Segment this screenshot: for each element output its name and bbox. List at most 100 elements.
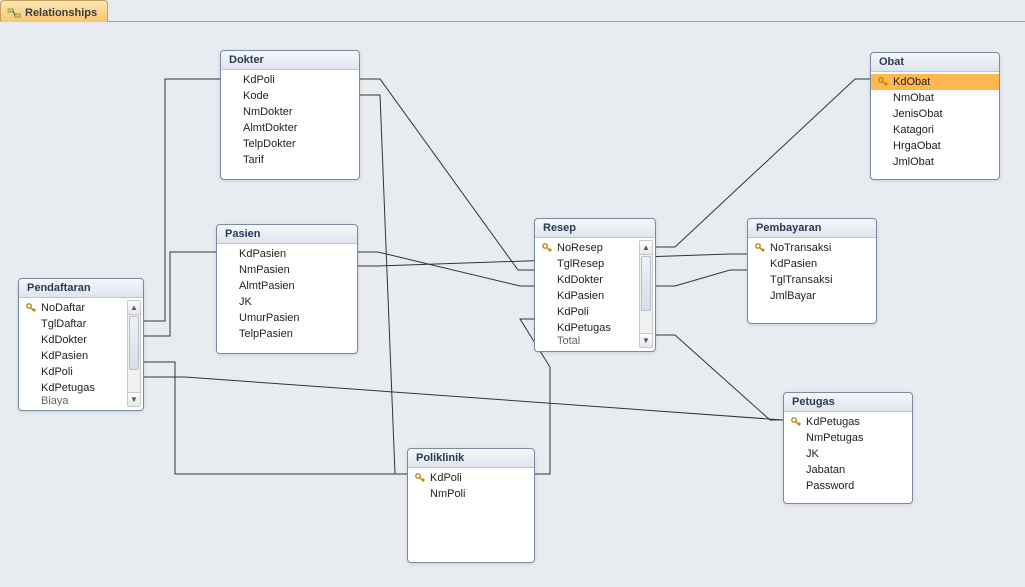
- field-row[interactable]: JK: [784, 446, 912, 462]
- field-row[interactable]: KdObat: [871, 74, 999, 90]
- field-row[interactable]: TelpPasien: [217, 326, 357, 342]
- field-row[interactable]: NmPetugas: [784, 430, 912, 446]
- field-row[interactable]: KdPasien: [748, 256, 876, 272]
- field-row[interactable]: NoDaftar: [19, 300, 143, 316]
- relationship-line[interactable]: [144, 252, 216, 336]
- field-row[interactable]: Tarif: [221, 152, 359, 168]
- field-row[interactable]: KdPoli: [535, 304, 655, 320]
- scrollbar[interactable]: ▲▼: [639, 240, 653, 348]
- scroll-up-button[interactable]: ▲: [128, 301, 140, 315]
- field-row[interactable]: Jabatan: [784, 462, 912, 478]
- scroll-down-button[interactable]: ▼: [128, 392, 140, 406]
- field-row[interactable]: KdPoli: [19, 364, 143, 380]
- field-row[interactable]: KdPetugas: [19, 380, 143, 396]
- field-label: KdPoli: [241, 74, 275, 86]
- table-title[interactable]: Poliklinik: [408, 449, 534, 468]
- field-row[interactable]: Kode: [221, 88, 359, 104]
- table-title[interactable]: Pasien: [217, 225, 357, 244]
- field-row[interactable]: TglDaftar: [19, 316, 143, 332]
- field-row[interactable]: JK: [217, 294, 357, 310]
- field-row[interactable]: NmObat: [871, 90, 999, 106]
- field-row[interactable]: KdPoli: [221, 72, 359, 88]
- field-label: KdPoli: [555, 306, 589, 318]
- table-title[interactable]: Obat: [871, 53, 999, 72]
- field-label: AlmtDokter: [241, 122, 297, 134]
- field-row[interactable]: NmDokter: [221, 104, 359, 120]
- table-title[interactable]: Dokter: [221, 51, 359, 70]
- table-body: KdObat NmObat JenisObat Katagori HrgaObat Jml…: [871, 72, 999, 178]
- scroll-down-button[interactable]: ▼: [640, 333, 652, 347]
- field-label: Katagori: [891, 124, 934, 136]
- field-row[interactable]: AlmtDokter: [221, 120, 359, 136]
- field-row[interactable]: Biaya: [19, 396, 143, 406]
- table-resep[interactable]: Resep NoResepTglResep KdDokter KdPasien KdPo…: [534, 218, 656, 352]
- table-title[interactable]: Resep: [535, 219, 655, 238]
- field-row[interactable]: TglResep: [535, 256, 655, 272]
- relationship-line[interactable]: [656, 270, 747, 286]
- field-row[interactable]: KdDokter: [535, 272, 655, 288]
- field-row[interactable]: TelpDokter: [221, 136, 359, 152]
- field-label: JmlObat: [891, 156, 934, 168]
- table-poliklinik[interactable]: Poliklinik KdPoli NmPoli: [407, 448, 535, 563]
- field-row[interactable]: Total: [535, 336, 655, 346]
- table-body: NoResepTglResep KdDokter KdPasien KdPoli KdP…: [535, 238, 655, 350]
- field-label: KdDokter: [555, 274, 603, 286]
- relationship-line[interactable]: [656, 335, 783, 420]
- field-label: JmlBayar: [768, 290, 816, 302]
- field-row[interactable]: Password: [784, 478, 912, 494]
- tab-relationships[interactable]: Relationships: [0, 0, 108, 22]
- field-row[interactable]: NmPoli: [408, 486, 534, 502]
- field-row[interactable]: KdPasien: [535, 288, 655, 304]
- scroll-up-button[interactable]: ▲: [640, 241, 652, 255]
- field-row[interactable]: JenisObat: [871, 106, 999, 122]
- field-label: KdPoli: [428, 472, 462, 484]
- relationship-line[interactable]: [144, 79, 220, 321]
- scroll-thumb[interactable]: [129, 316, 139, 370]
- primary-key-icon: [539, 242, 555, 254]
- table-obat[interactable]: Obat KdObat NmObat JenisObat Katagori HrgaOba…: [870, 52, 1000, 180]
- relationship-line[interactable]: [144, 377, 783, 420]
- scrollbar[interactable]: ▲▼: [127, 300, 141, 407]
- field-label: Jabatan: [804, 464, 845, 476]
- table-pembayaran[interactable]: PembayaranNoTransaksiKdPasienTglTransaks…: [747, 218, 877, 324]
- field-row[interactable]: NoTransaksi: [748, 240, 876, 256]
- relationship-line[interactable]: [358, 252, 534, 286]
- field-row[interactable]: KdPetugas: [535, 320, 655, 336]
- field-row[interactable]: AlmtPasien: [217, 278, 357, 294]
- field-row[interactable]: KdPasien: [217, 246, 357, 262]
- field-row[interactable]: JmlObat: [871, 154, 999, 170]
- field-label: KdPetugas: [39, 382, 95, 394]
- field-row[interactable]: NmPasien: [217, 262, 357, 278]
- scroll-thumb[interactable]: [641, 256, 651, 311]
- field-row[interactable]: JmlBayar: [748, 288, 876, 304]
- field-row[interactable]: TglTransaksi: [748, 272, 876, 288]
- relationships-canvas[interactable]: PendaftaranNoDaftarTglDaftarKdDokterKdPa…: [0, 22, 1025, 587]
- table-body: NoTransaksiKdPasienTglTransaksi JmlBayar: [748, 238, 876, 322]
- primary-key-icon: [412, 472, 428, 484]
- relationship-line[interactable]: [360, 95, 407, 474]
- field-row[interactable]: Katagori: [871, 122, 999, 138]
- field-row[interactable]: NoResep: [535, 240, 655, 256]
- relationship-line[interactable]: [144, 362, 407, 474]
- field-label: NoDaftar: [39, 302, 85, 314]
- table-title[interactable]: Petugas: [784, 393, 912, 412]
- field-label: NmDokter: [241, 106, 293, 118]
- field-label: KdPasien: [39, 350, 88, 362]
- table-pendaftaran[interactable]: Pendaftaran NoDaftar TglDaftarKdDokter KdPa…: [18, 278, 144, 411]
- field-row[interactable]: UmurPasien: [217, 310, 357, 326]
- table-dokter[interactable]: Dokter KdPoli Kode NmDokter AlmtDokter TelpDo…: [220, 50, 360, 180]
- field-label: NmPoli: [428, 488, 465, 500]
- field-row[interactable]: HrgaObat: [871, 138, 999, 154]
- table-title[interactable]: Pendaftaran: [19, 279, 143, 298]
- primary-key-icon: [788, 416, 804, 428]
- field-label: NmPetugas: [804, 432, 863, 444]
- field-row[interactable]: KdPoli: [408, 470, 534, 486]
- relationship-line[interactable]: [360, 79, 534, 270]
- table-title[interactable]: Pembayaran: [748, 219, 876, 238]
- field-row[interactable]: KdPasien: [19, 348, 143, 364]
- field-row[interactable]: KdPetugas: [784, 414, 912, 430]
- field-label: NmObat: [891, 92, 934, 104]
- field-row[interactable]: KdDokter: [19, 332, 143, 348]
- table-petugas[interactable]: Petugas KdPetugas NmPetugas JK Jabatan Passwo…: [783, 392, 913, 504]
- table-pasien[interactable]: Pasien KdPasienNmPasienAlmtPasienJKUmurPa…: [216, 224, 358, 354]
